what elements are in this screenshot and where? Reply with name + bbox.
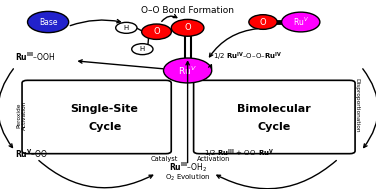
Text: Ru$^{V}$: Ru$^{V}$ [178,64,197,77]
Text: Single-Site: Single-Site [71,104,139,114]
Text: O: O [260,18,266,26]
Text: O: O [184,23,191,32]
Text: Base: Base [39,18,58,26]
Text: Bimolecular: Bimolecular [238,104,311,114]
Circle shape [171,19,204,36]
Circle shape [27,11,69,33]
Text: $\bf{Ru^{III}}$–OOH: $\bf{Ru^{III}}$–OOH [15,51,56,63]
Text: Cycle: Cycle [88,122,121,132]
Circle shape [142,24,171,39]
Text: 1/2 $\bf{Ru^{IV}}$–O–O–$\bf{Ru^{IV}}$: 1/2 $\bf{Ru^{IV}}$–O–O–$\bf{Ru^{IV}}$ [213,51,282,63]
Text: Peroxide
Activation: Peroxide Activation [16,100,27,130]
Circle shape [132,44,153,55]
Text: H: H [140,46,145,52]
Text: O–O Bond Formation: O–O Bond Formation [141,5,234,15]
Text: 1/2 $\bf{Ru^{III}}$ $+$ OO–$\bf{Ru^V}$: 1/2 $\bf{Ru^{III}}$ $+$ OO–$\bf{Ru^V}$ [204,148,274,160]
Text: H: H [124,25,129,31]
Circle shape [164,58,212,83]
Text: $\bf{Ru^{V}}$–OO: $\bf{Ru^{V}}$–OO [15,148,48,160]
Circle shape [282,12,320,32]
Circle shape [249,15,277,29]
FancyBboxPatch shape [194,80,355,154]
Text: O$_2$ Evolution: O$_2$ Evolution [165,173,210,183]
Text: O: O [153,27,160,36]
Text: $\bf{Ru^{III}}$–OH$_2$: $\bf{Ru^{III}}$–OH$_2$ [168,160,207,174]
Text: Disproportionation: Disproportionation [355,78,360,133]
Circle shape [116,22,137,33]
Text: Cycle: Cycle [258,122,291,132]
Text: Catalyst: Catalyst [151,156,178,162]
Text: Ru$^{V}$: Ru$^{V}$ [293,16,309,28]
FancyBboxPatch shape [22,80,171,154]
Text: Activation: Activation [197,156,230,162]
